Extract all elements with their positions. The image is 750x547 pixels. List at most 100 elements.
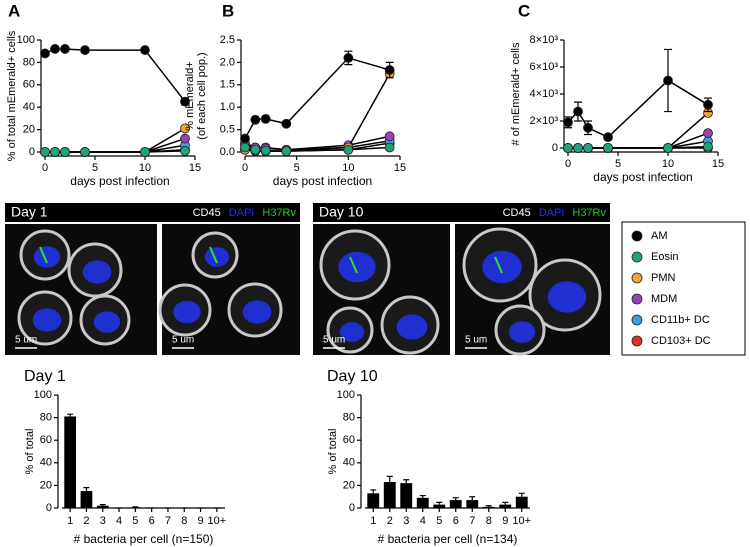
nucleus <box>33 246 61 268</box>
y-tick-label: 40 <box>40 457 52 469</box>
x-tick-label: 10 <box>342 162 354 174</box>
scale-bar-label: 5 um <box>172 335 194 346</box>
x-tick-label: 0 <box>42 162 48 174</box>
data-point <box>384 131 395 142</box>
y-axis-label: # of mEmerald+ cells <box>510 42 522 146</box>
data-point <box>180 133 190 144</box>
error-bar <box>83 487 90 492</box>
legend-marker <box>631 272 643 284</box>
chart-title: Day 1 <box>24 368 66 385</box>
x-tick-label: 7 <box>469 515 475 527</box>
error-bar <box>518 492 525 497</box>
data-point <box>384 65 395 75</box>
x-tick-label: 7 <box>165 515 171 527</box>
y-tick-label: 8×10³ <box>530 34 559 46</box>
x-tick-label: 2 <box>83 515 89 527</box>
series-line <box>244 57 390 139</box>
bar <box>515 496 528 508</box>
x-tick-label: 5 <box>436 515 442 527</box>
x-tick-label: 15 <box>394 162 406 174</box>
y-tick-label: 1.0 <box>220 101 235 113</box>
x-tick-label: 5 <box>294 162 300 174</box>
x-tick-label: 3 <box>403 515 409 527</box>
data-point <box>281 146 292 157</box>
data-point <box>260 113 271 124</box>
y-tick-label: 100 <box>34 389 52 401</box>
data-point <box>663 143 673 153</box>
nucleus <box>547 281 587 313</box>
panel-label: A <box>8 1 20 20</box>
x-tick-label: 10 <box>662 158 674 170</box>
y-tick-label: 100 <box>337 389 355 401</box>
x-tick-label: 9 <box>197 515 203 527</box>
x-tick-label: 1 <box>67 515 73 527</box>
data-point <box>240 142 250 153</box>
stain-label: CD45 <box>503 207 531 219</box>
x-tick-label: 1 <box>370 515 376 527</box>
x-tick-label: 4 <box>116 515 122 527</box>
data-point <box>563 117 573 128</box>
y-tick-label: 20 <box>40 479 52 491</box>
data-point <box>80 147 90 157</box>
y-tick-label: 40 <box>23 101 35 113</box>
y-tick-label: 40 <box>343 457 355 469</box>
data-point <box>703 128 713 139</box>
x-axis-label: days post infection <box>273 174 372 188</box>
bar <box>64 416 77 508</box>
error-bar <box>419 494 426 498</box>
scale-bar-label: 5 um <box>15 335 37 346</box>
stain-label: DAPI <box>229 207 255 219</box>
y-tick-label: 20 <box>343 479 355 491</box>
stain-label: DAPI <box>539 207 565 219</box>
error-bar <box>403 479 410 484</box>
bar <box>96 505 109 508</box>
day-label: Day 1 <box>11 204 48 220</box>
y-tick-label: 2.5 <box>220 34 235 46</box>
stain-label: H37Rv <box>262 207 296 219</box>
y-tick-label: 0.5 <box>220 124 235 136</box>
bacterium <box>494 256 503 274</box>
x-tick-label: 5 <box>92 162 98 174</box>
x-tick-label: 4 <box>420 515 426 527</box>
data-point <box>343 144 354 155</box>
y-tick-label: 0 <box>29 146 35 158</box>
data-point <box>563 143 573 153</box>
data-point <box>583 143 593 153</box>
x-tick-label: 10+ <box>512 515 531 527</box>
error-bar <box>452 497 459 501</box>
header-bar <box>5 203 300 222</box>
data-point <box>343 53 354 63</box>
legend-box <box>621 221 746 356</box>
error-bar <box>469 496 476 501</box>
bar <box>400 483 413 508</box>
data-point <box>250 144 261 155</box>
data-point <box>603 132 613 143</box>
data-point <box>80 45 90 55</box>
data-point <box>40 147 50 157</box>
y-tick-label: 100 <box>17 34 35 46</box>
bar <box>482 506 495 508</box>
bar <box>499 504 512 508</box>
x-tick-label: 15 <box>712 158 724 170</box>
y-axis-label: % of total <box>327 429 339 475</box>
bar <box>416 497 429 508</box>
bar <box>383 482 396 508</box>
y-tick-label: 6×10³ <box>530 61 559 73</box>
x-tick-label: 5 <box>615 158 621 170</box>
y-tick-label: 2.0 <box>220 56 235 68</box>
y-tick-label: 80 <box>343 412 355 424</box>
data-point <box>60 44 70 54</box>
nucleus <box>482 250 522 284</box>
data-point <box>180 123 190 134</box>
bar <box>367 493 380 508</box>
nucleus <box>93 311 121 333</box>
series-line <box>244 73 391 152</box>
chart-title: Day 10 <box>327 368 378 385</box>
data-point <box>240 133 250 144</box>
data-point <box>260 145 271 156</box>
legend-marker <box>631 314 643 326</box>
nucleus <box>204 247 230 267</box>
bar <box>80 491 93 508</box>
y-tick-label: 60 <box>343 434 355 446</box>
